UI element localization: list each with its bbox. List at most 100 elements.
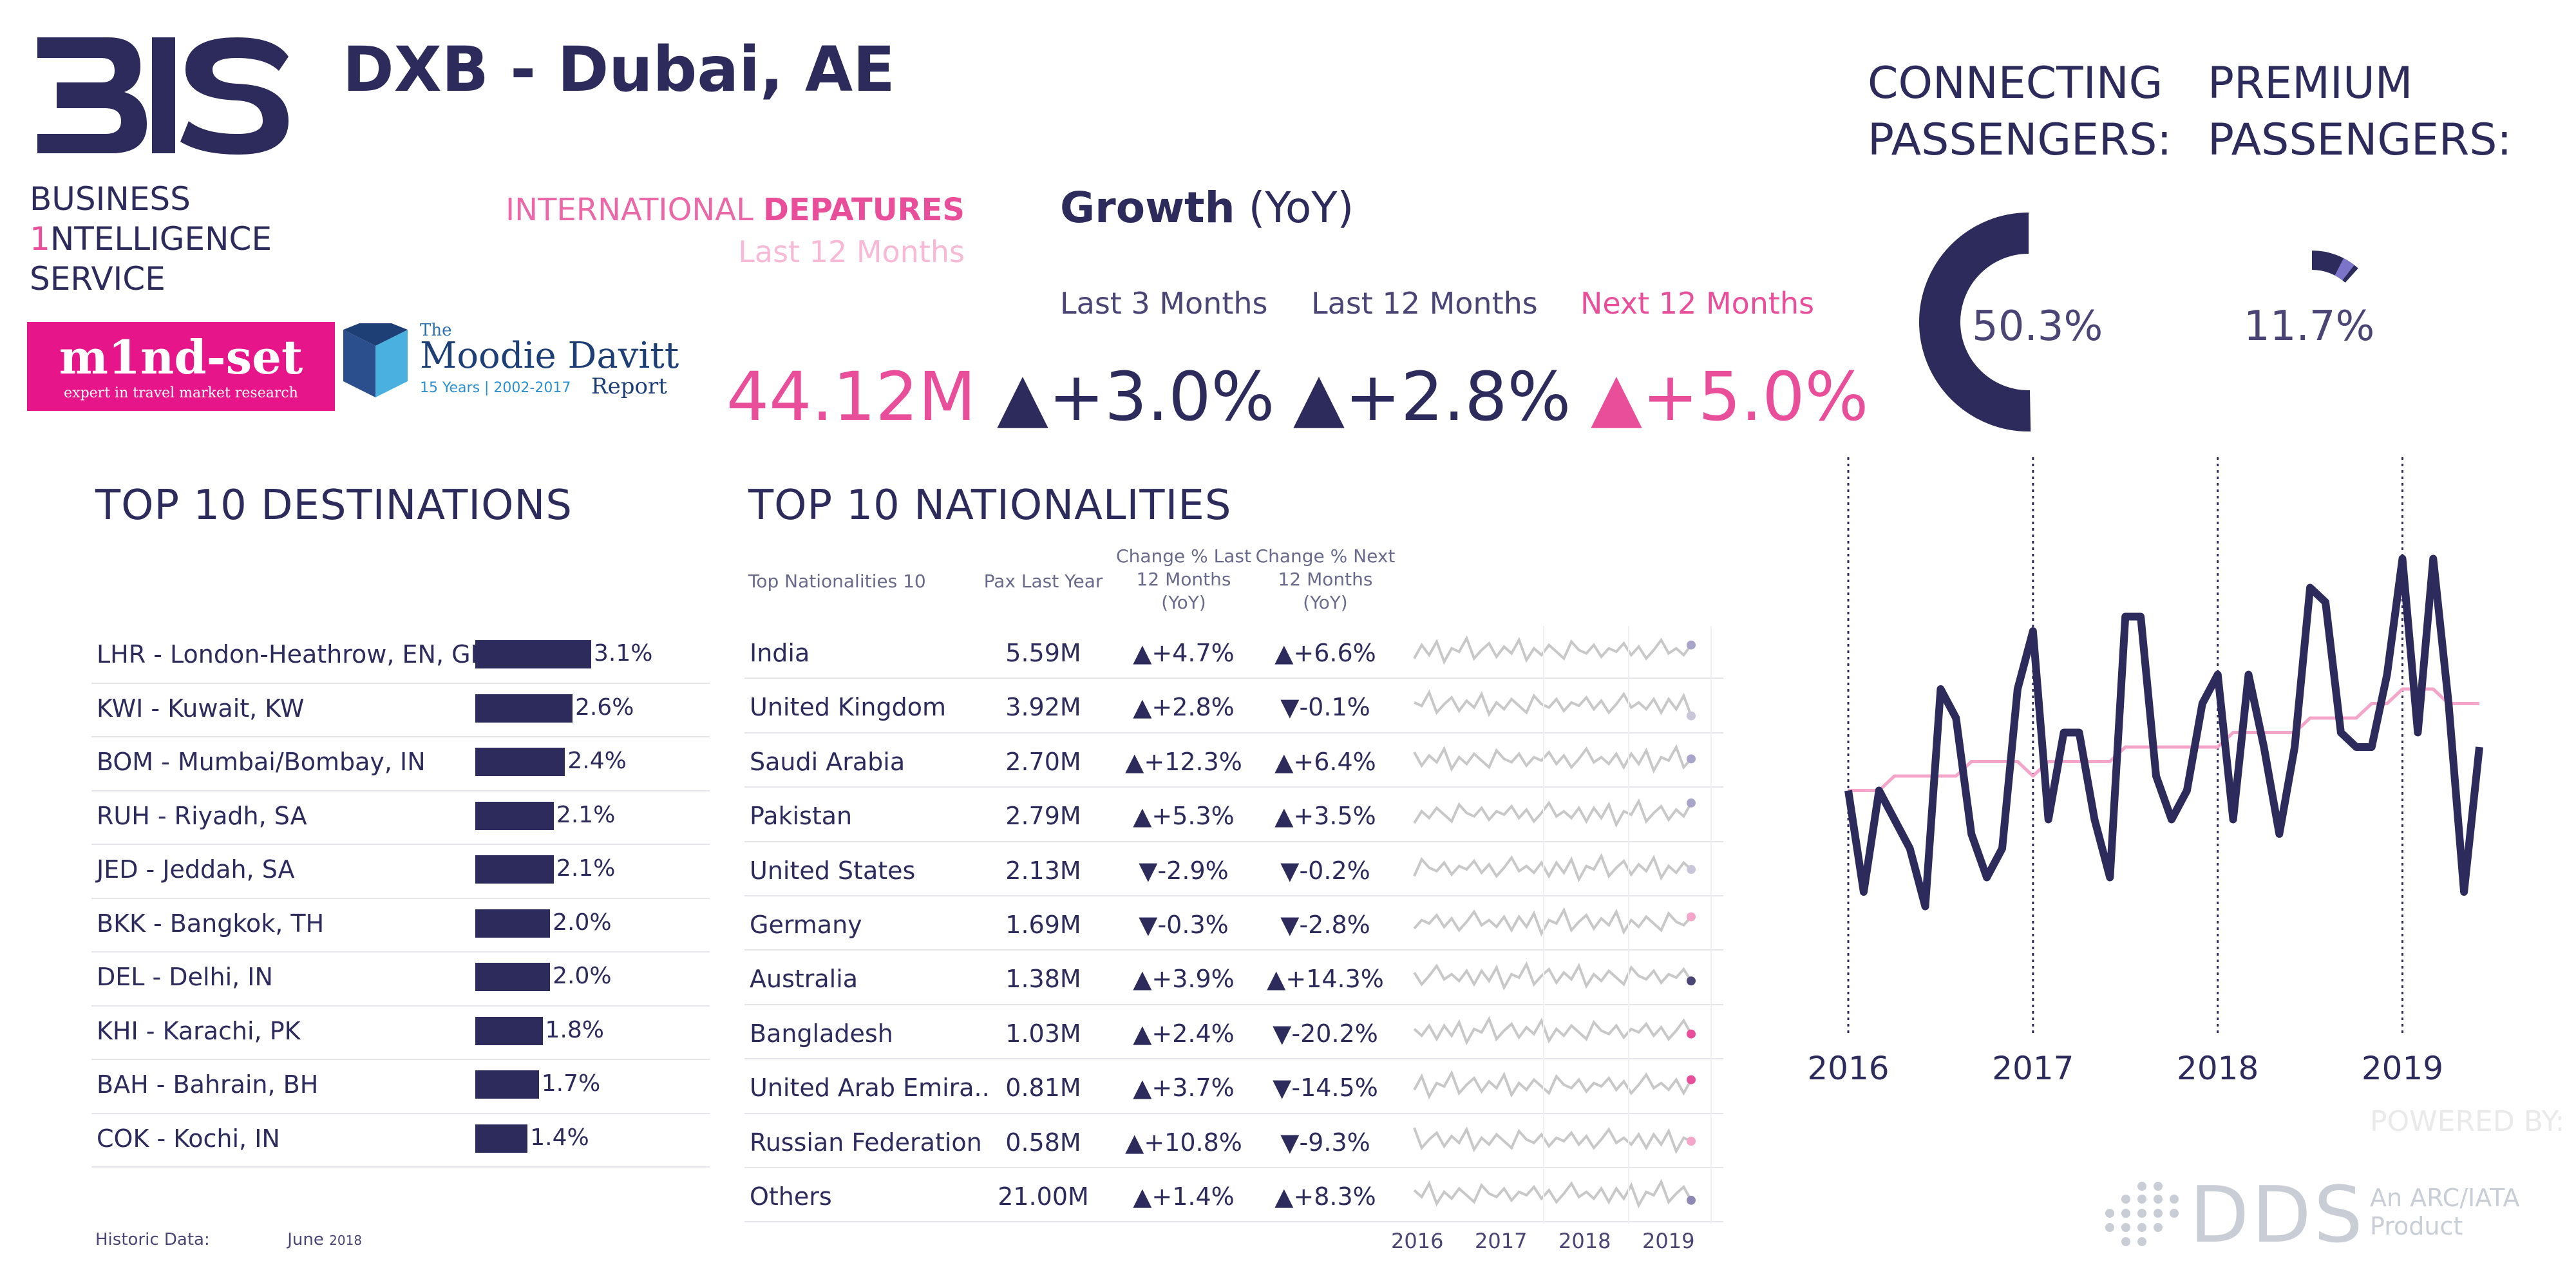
total-departures: 44.12M bbox=[726, 357, 976, 436]
nationality-sparkline bbox=[1413, 1179, 1696, 1209]
intl-departures-sub: Last 12 Months bbox=[738, 234, 965, 269]
row-divider bbox=[91, 844, 710, 845]
destination-share: 2.4% bbox=[567, 748, 627, 774]
nationality-sparkline bbox=[1413, 961, 1696, 991]
row-divider bbox=[744, 895, 1723, 896]
destination-label: JED - Jeddah, SA bbox=[97, 855, 295, 884]
intl-label-a: INTERNATIONAL bbox=[506, 192, 753, 228]
growth-value-2-text: +5.0% bbox=[1642, 357, 1869, 436]
dds-wordmark: DDS bbox=[2190, 1171, 2365, 1260]
nationality-pax: 1.69M bbox=[1005, 911, 1081, 939]
nationality-change-last: ▲+10.8% bbox=[1125, 1128, 1242, 1157]
destination-bar bbox=[475, 640, 591, 668]
nationality-change-last: ▲+3.9% bbox=[1133, 965, 1235, 994]
row-divider bbox=[91, 1005, 710, 1007]
connecting-label: CONNECTING PASSENGERS: bbox=[1868, 55, 2172, 169]
growth-value-1-text: +2.8% bbox=[1344, 357, 1571, 436]
arc-line-1: An ARC/IATA bbox=[2370, 1184, 2520, 1212]
moodie-the: The bbox=[420, 321, 452, 340]
series-line-trend bbox=[1848, 687, 2479, 792]
destination-bar bbox=[475, 963, 551, 991]
destination-bar bbox=[475, 909, 551, 938]
row-divider bbox=[744, 840, 1723, 842]
historic-month: June bbox=[287, 1230, 324, 1249]
nationality-pax: 1.03M bbox=[1005, 1019, 1081, 1048]
nationality-sparkline bbox=[1413, 907, 1696, 937]
row-divider bbox=[744, 1058, 1723, 1060]
destination-label: LHR - London-Heathrow, EN, GB bbox=[97, 640, 488, 668]
brand-line-1: BUSINESS bbox=[30, 180, 191, 218]
row-divider bbox=[91, 1112, 710, 1114]
destination-share: 2.0% bbox=[553, 963, 612, 989]
bis-logo bbox=[31, 31, 295, 160]
row-divider bbox=[744, 1167, 1723, 1168]
brand-line-2-rest: NTELLIGENCE bbox=[50, 220, 272, 258]
intl-label-b: DEPATURES bbox=[763, 192, 965, 228]
row-divider bbox=[91, 790, 710, 791]
row-divider bbox=[91, 682, 710, 684]
powered-by: POWERED BY: bbox=[2370, 1105, 2565, 1138]
bis-logo-icon bbox=[37, 37, 289, 155]
destination-label: BKK - Bangkok, TH bbox=[97, 909, 325, 938]
destination-share: 2.6% bbox=[574, 694, 634, 721]
destination-share: 1.8% bbox=[545, 1016, 604, 1043]
destination-bar bbox=[475, 1070, 539, 1099]
nationalities-table: India 5.59M ▲+4.7% ▲+6.6% United Kingdom 3.92… bbox=[744, 626, 1723, 1225]
destination-label: BOM - Mumbai/Bombay, IN bbox=[97, 748, 426, 776]
nationality-change-last: ▲+3.7% bbox=[1133, 1074, 1235, 1103]
destination-share: 1.4% bbox=[530, 1124, 589, 1151]
spark-year-guide bbox=[1710, 626, 1712, 1224]
destination-bar bbox=[475, 694, 573, 723]
historic-footer: Historic Data: June 2018 bbox=[95, 1230, 362, 1249]
nationality-change-last: ▲+5.3% bbox=[1133, 802, 1235, 831]
nationality-pax: 5.59M bbox=[1005, 639, 1081, 667]
destination-label: BAH - Bahrain, BH bbox=[97, 1070, 319, 1099]
row-divider bbox=[91, 736, 710, 737]
destinations-title: TOP 10 DESTINATIONS bbox=[95, 482, 573, 529]
growth-title: Growth (YoY) bbox=[1060, 183, 1354, 232]
nationality-change-next: ▼-20.2% bbox=[1273, 1019, 1378, 1048]
row-divider bbox=[91, 1059, 710, 1060]
nationality-change-last: ▼-0.3% bbox=[1139, 911, 1229, 939]
brand-line-2-digit: 1 bbox=[30, 220, 50, 258]
nationality-change-last: ▲+2.4% bbox=[1133, 1019, 1235, 1048]
moodie-report: Report bbox=[591, 374, 667, 399]
spark-year-label: 2019 bbox=[1642, 1229, 1695, 1253]
growth-value-2: ▲+5.0% bbox=[1591, 357, 1868, 436]
nationality-pax: 1.38M bbox=[1005, 965, 1081, 994]
moodie-name: Moodie Davitt bbox=[420, 335, 679, 377]
spark-year-label: 2018 bbox=[1558, 1229, 1611, 1253]
arc-line-2: Product bbox=[2370, 1212, 2463, 1240]
destination-bar bbox=[475, 1016, 543, 1045]
nationality-name: Others bbox=[750, 1182, 832, 1211]
spark-year-label: 2017 bbox=[1475, 1229, 1528, 1253]
premium-donut bbox=[2311, 251, 2358, 283]
nationality-name: Australia bbox=[750, 965, 858, 994]
arc-iata-text: An ARC/IATA Product bbox=[2370, 1184, 2520, 1240]
nationality-change-next: ▼-0.2% bbox=[1280, 856, 1370, 885]
nationality-change-last: ▲+4.7% bbox=[1133, 639, 1235, 667]
spark-year-axis: 2016 2017 2018 2019 bbox=[1391, 1229, 1726, 1255]
nationality-change-next: ▼-14.5% bbox=[1273, 1074, 1378, 1103]
x-tick-label: 2018 bbox=[2177, 1050, 2259, 1087]
nationality-change-next: ▲+6.6% bbox=[1274, 639, 1376, 667]
destination-bar bbox=[475, 855, 554, 884]
mindset-tagline: expert in travel market research bbox=[64, 385, 298, 401]
mindset-logo: m1nd-set expert in travel market researc… bbox=[27, 322, 335, 411]
premium-arc bbox=[2311, 251, 2358, 283]
moodie-emblem-icon bbox=[343, 323, 408, 397]
nationality-change-next: ▲+6.4% bbox=[1274, 747, 1376, 776]
spark-year-label: 2016 bbox=[1391, 1229, 1444, 1253]
x-tick-label: 2019 bbox=[2362, 1050, 2443, 1087]
nationality-change-last: ▲+1.4% bbox=[1133, 1182, 1235, 1211]
destination-share: 2.1% bbox=[556, 801, 616, 828]
nationality-sparkline bbox=[1413, 853, 1696, 882]
row-divider bbox=[91, 1166, 710, 1168]
moodie-years: 15 Years | 2002-2017 bbox=[420, 380, 571, 396]
x-tick-label: 2017 bbox=[1992, 1050, 2074, 1087]
destination-label: RUH - Riyadh, SA bbox=[97, 801, 307, 830]
nationality-sparkline bbox=[1413, 744, 1696, 774]
nationality-pax: 21.00M bbox=[998, 1182, 1089, 1211]
nationality-name: Bangladesh bbox=[750, 1019, 893, 1048]
brand-line-2: 1NTELLIGENCE bbox=[30, 219, 272, 259]
